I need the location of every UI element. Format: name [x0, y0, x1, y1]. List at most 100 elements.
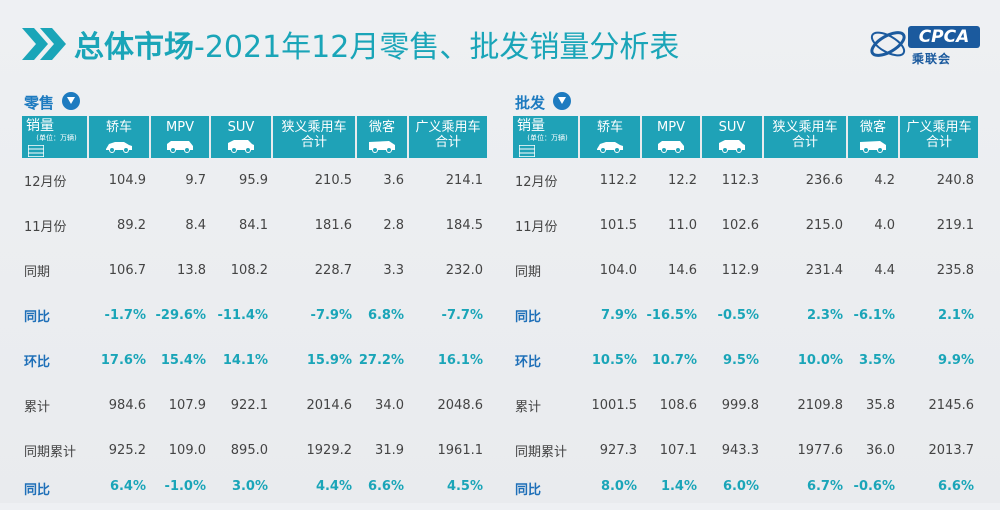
row-label: 累计 [24, 400, 51, 415]
col-header-mpv: MPV [641, 116, 702, 158]
table-cell: 14.6 [668, 263, 697, 278]
retail-label: 零售 [24, 94, 55, 112]
table-cell: 4.4 [874, 263, 895, 278]
table-cell: -11.4% [217, 308, 269, 323]
row-label: 同比 [24, 310, 51, 325]
row-label: 累计 [515, 400, 542, 415]
row-label: 12月份 [515, 175, 558, 190]
table-cell: 2.3% [806, 308, 843, 323]
table-row: 同期 104.0 14.6 112.9 231.4 4.4 235.8 [513, 248, 978, 293]
col-header-narrow-total: 狭义乘用车 合计 [272, 116, 357, 158]
table-cell: 3.5% [858, 353, 895, 368]
title-rest: -2021年12月零售、批发销量分析表 [194, 30, 680, 65]
col-header-minibus: 微客 [356, 116, 409, 158]
table-cell: -7.7% [441, 308, 483, 323]
table-cell: -1.7% [104, 308, 146, 323]
col-header-suv: SUV [701, 116, 764, 158]
table-cell: 13.8 [177, 263, 206, 278]
table-row: 累计 984.6 107.9 922.1 2014.6 34.0 2048.6 [22, 383, 487, 428]
row-label: 11月份 [515, 220, 558, 235]
table-cell: -7.9% [310, 308, 352, 323]
table-cell: 219.1 [936, 218, 974, 233]
table-cell: 6.0% [722, 479, 759, 494]
table-cell: -16.5% [646, 308, 698, 323]
table-cell: 104.9 [108, 173, 146, 188]
table-cell: 6.6% [937, 479, 974, 494]
col-header-mpv: MPV [150, 116, 211, 158]
table-cell: 2048.6 [437, 398, 484, 413]
col-header-sedan: 轿车 [579, 116, 642, 158]
table-cell: 112.9 [721, 263, 759, 278]
cpca-logo-icon [870, 31, 906, 57]
table-cell: 17.6% [100, 353, 146, 368]
table-cell: 2013.7 [928, 443, 975, 458]
table-cell: 181.6 [314, 218, 352, 233]
table-row: 同比 7.9% -16.5% -0.5% 2.3% -6.1% 2.1% [513, 293, 978, 338]
table-cell: 106.7 [108, 263, 146, 278]
table-cell: 109.0 [168, 443, 206, 458]
table-row: 11月份 89.2 8.4 84.1 181.6 2.8 184.5 [22, 203, 487, 248]
wholesale-panel: 批发 销量 (单位：万辆) 轿车 MPV SUV 狭义乘用车 合计 微客 广义乘用车… [513, 90, 988, 510]
table-cell: 2.8 [383, 218, 404, 233]
row-label: 11月份 [24, 220, 67, 235]
table-cell: 104.0 [599, 263, 637, 278]
table-cell: 15.9% [306, 353, 352, 368]
mpv-icon [167, 141, 193, 153]
table-row: 12月份 104.9 9.7 95.9 210.5 3.6 214.1 [22, 158, 487, 203]
table-cell: 7.9% [600, 308, 637, 323]
table-cell: 3.6 [383, 173, 404, 188]
table-cell: 3.3 [383, 263, 404, 278]
table-cell: 89.2 [117, 218, 146, 233]
retail-table: 销量 (单位：万辆) 轿车 MPV SUV 狭义乘用车 合计 微客 广义乘用车 合计 … [22, 116, 487, 499]
table-cell: 6.6% [367, 479, 404, 494]
row-label: 环比 [24, 355, 51, 370]
table-row: 11月份 101.5 11.0 102.6 215.0 4.0 219.1 [513, 203, 978, 248]
table-icon [28, 145, 44, 157]
logo-text: CPCA [908, 26, 980, 48]
table-cell: 107.9 [168, 398, 206, 413]
table-cell: 1001.5 [591, 398, 638, 413]
table-cell: 108.2 [230, 263, 268, 278]
row-label: 同期累计 [24, 445, 77, 460]
table-cell: 232.0 [445, 263, 483, 278]
retail-panel: 零售 销量 (单位：万辆) 轿车 MPV SUV 狭义乘用车 合计 微客 广义乘用车… [22, 90, 497, 510]
table-cell: 215.0 [805, 218, 843, 233]
sedan-icon [597, 142, 623, 153]
table-row: 12月份 112.2 12.2 112.3 236.6 4.2 240.8 [513, 158, 978, 203]
row-label: 同期 [24, 265, 51, 280]
table-row: 累计 1001.5 108.6 999.8 2109.8 35.8 2145.6 [513, 383, 978, 428]
table-cell: 6.4% [109, 479, 146, 494]
table-cell: 101.5 [599, 218, 637, 233]
table-cell: 34.0 [375, 398, 404, 413]
col-header-minibus: 微客 [847, 116, 900, 158]
wholesale-table: 销量 (单位：万辆) 轿车 MPV SUV 狭义乘用车 合计 微客 广义乘用车 合计 … [513, 116, 978, 499]
table-cell: 984.6 [108, 398, 146, 413]
table-cell: 16.1% [437, 353, 483, 368]
table-cell: -0.5% [717, 308, 759, 323]
table-cell: 9.7 [185, 173, 206, 188]
table-header-row: 销量 (单位：万辆) 轿车 MPV SUV 狭义乘用车 合计 微客 广义乘用车 合计 [513, 116, 978, 158]
col-header-broad-total: 广义乘用车 合计 [408, 116, 487, 158]
table-cell: 4.2 [874, 173, 895, 188]
down-arrow-icon [553, 92, 571, 110]
table-cell: 4.5% [446, 479, 483, 494]
table-cell: 236.6 [805, 173, 843, 188]
table-cell: 235.8 [936, 263, 974, 278]
minibus-icon [860, 141, 886, 153]
table-cell: -0.6% [853, 479, 895, 494]
table-cell: 15.4% [160, 353, 206, 368]
table-cell: 231.4 [805, 263, 843, 278]
table-cell: 9.5% [722, 353, 759, 368]
col-header-sedan: 轿车 [88, 116, 151, 158]
table-cell: 943.3 [721, 443, 759, 458]
col-header-sales: 销量 (单位：万辆) [513, 116, 580, 158]
table-cell: 927.3 [599, 443, 637, 458]
table-cell: 102.6 [721, 218, 759, 233]
table-cell: 210.5 [314, 173, 352, 188]
table-cell: 36.0 [866, 443, 895, 458]
table-cell: 1929.2 [306, 443, 353, 458]
table-cell: 2014.6 [306, 398, 353, 413]
table-cell: 228.7 [314, 263, 352, 278]
col-header-broad-total: 广义乘用车 合计 [899, 116, 978, 158]
table-cell: 2109.8 [797, 398, 844, 413]
